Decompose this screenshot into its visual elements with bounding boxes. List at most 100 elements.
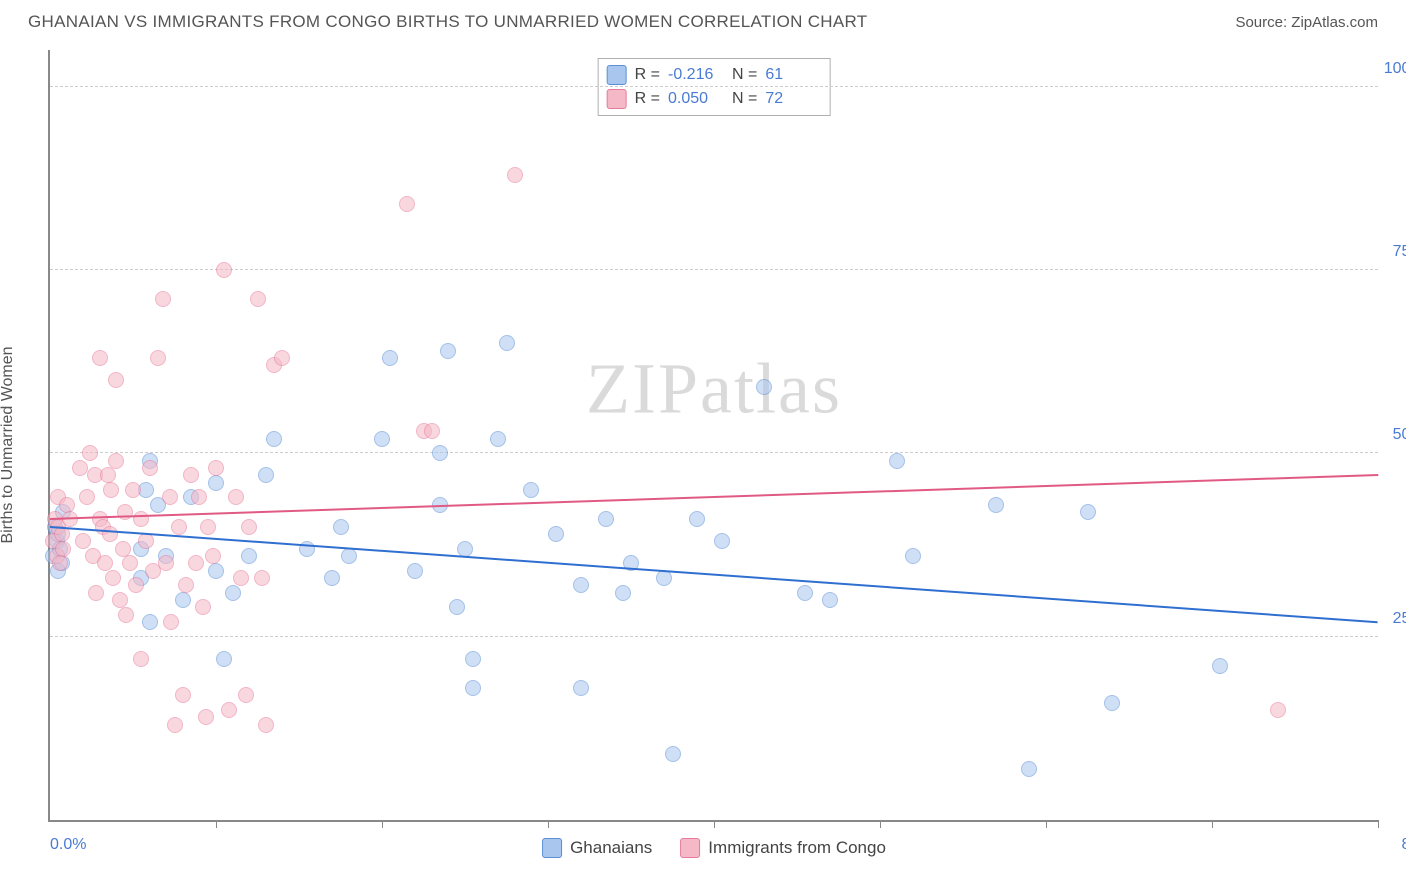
data-point [889,453,905,469]
data-point [333,519,349,535]
data-point [75,533,91,549]
data-point [195,599,211,615]
gridline [50,269,1378,270]
data-point [79,489,95,505]
data-point [138,533,154,549]
data-point [175,592,191,608]
data-point [171,519,187,535]
data-point [689,511,705,527]
x-tick [1046,820,1047,828]
legend-item: Ghanaians [542,838,652,858]
legend-n-label: N = [732,66,757,84]
data-point [163,614,179,630]
data-point [216,262,232,278]
correlation-legend: R =-0.216N =61R =0.050N =72 [598,58,831,116]
legend-r-value: 0.050 [668,90,724,108]
data-point [573,680,589,696]
legend-label: Immigrants from Congo [708,838,886,858]
data-point [324,570,340,586]
data-point [155,291,171,307]
data-point [82,445,98,461]
legend-n-value: 72 [765,90,821,108]
data-point [1080,504,1096,520]
legend-r-label: R = [635,66,660,84]
data-point [399,196,415,212]
data-point [128,577,144,593]
data-point [208,563,224,579]
watermark: ZIPatlas [586,347,842,430]
data-point [133,511,149,527]
gridline [50,86,1378,87]
data-point [59,497,75,513]
legend-swatch [607,89,627,109]
data-point [1212,658,1228,674]
data-point [299,541,315,557]
data-point [88,585,104,601]
data-point [238,687,254,703]
x-tick [382,820,383,828]
data-point [208,475,224,491]
legend-n-label: N = [732,90,757,108]
data-point [274,350,290,366]
data-point [208,460,224,476]
data-point [175,687,191,703]
x-tick [1212,820,1213,828]
data-point [133,651,149,667]
data-point [125,482,141,498]
data-point [1270,702,1286,718]
data-point [228,489,244,505]
source-label: Source: ZipAtlas.com [1235,14,1378,31]
data-point [198,709,214,725]
data-point [382,350,398,366]
data-point [97,555,113,571]
data-point [665,746,681,762]
data-point [191,489,207,505]
y-tick-label: 50.0% [1393,426,1406,444]
data-point [92,350,108,366]
data-point [221,702,237,718]
data-point [258,717,274,733]
data-point [250,291,266,307]
data-point [142,460,158,476]
data-point [756,379,772,395]
data-point [112,592,128,608]
y-axis-title: Births to Unmarried Women [0,346,17,543]
data-point [52,555,68,571]
legend-row: R = 0.050 N = 72 [607,87,822,111]
data-point [225,585,241,601]
data-point [122,555,138,571]
data-point [449,599,465,615]
data-point [465,651,481,667]
data-point [254,570,270,586]
data-point [523,482,539,498]
data-point [440,343,456,359]
x-tick [548,820,549,828]
data-point [115,541,131,557]
data-point [158,555,174,571]
data-point [72,460,88,476]
x-axis-max-label: 8.0% [1402,836,1406,854]
data-point [103,482,119,498]
data-point [507,167,523,183]
data-point [162,489,178,505]
legend-n-value: 61 [765,66,821,84]
data-point [216,651,232,667]
data-point [615,585,631,601]
data-point [573,577,589,593]
data-point [108,453,124,469]
data-point [822,592,838,608]
data-point [241,548,257,564]
legend-swatch [680,838,700,858]
data-point [205,548,221,564]
x-axis-min-label: 0.0% [50,836,86,854]
data-point [178,577,194,593]
legend-swatch [607,65,627,85]
x-tick [880,820,881,828]
data-point [905,548,921,564]
legend-row: R =-0.216N =61 [607,63,822,87]
legend-r-label: R = [635,90,660,108]
data-point [100,467,116,483]
data-point [407,563,423,579]
y-tick-label: 100.0% [1384,60,1406,78]
data-point [233,570,249,586]
